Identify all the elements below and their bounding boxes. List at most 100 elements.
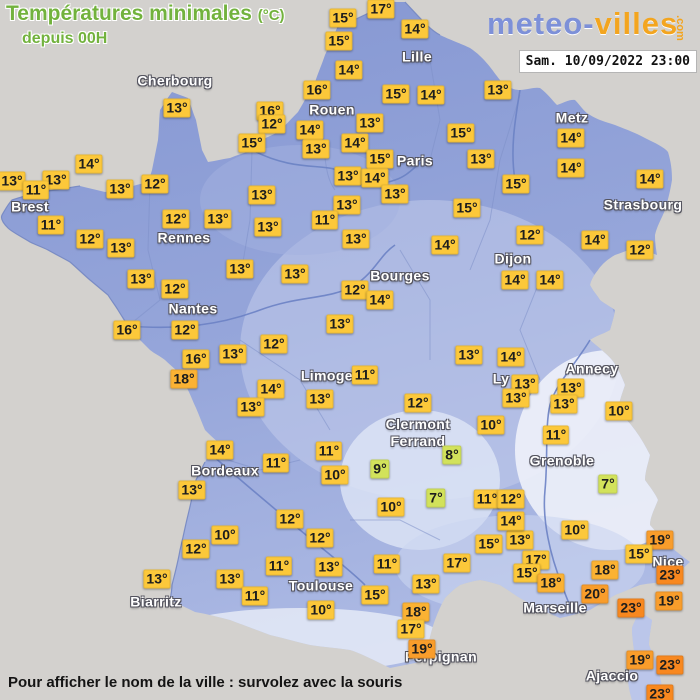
temperature-label[interactable]: 14° xyxy=(557,158,585,178)
temperature-label[interactable]: 13° xyxy=(326,314,354,334)
temperature-label[interactable]: 10° xyxy=(211,525,239,545)
temperature-label[interactable]: 18° xyxy=(591,560,619,580)
temperature-label[interactable]: 14° xyxy=(257,379,285,399)
temperature-label[interactable]: 12° xyxy=(141,174,169,194)
temperature-label[interactable]: 18° xyxy=(402,602,430,622)
temperature-label[interactable]: 13° xyxy=(216,569,244,589)
temperature-label[interactable]: 15° xyxy=(238,133,266,153)
temperature-label[interactable]: 9° xyxy=(370,459,390,479)
temperature-label[interactable]: 11° xyxy=(351,365,379,385)
temperature-label[interactable]: 13° xyxy=(237,397,265,417)
temperature-label[interactable]: 14° xyxy=(417,85,445,105)
temperature-label[interactable]: 12° xyxy=(276,509,304,529)
temperature-label[interactable]: 11° xyxy=(22,180,50,200)
temperature-label[interactable]: 10° xyxy=(477,415,505,435)
temperature-label[interactable]: 13° xyxy=(219,344,247,364)
temperature-label[interactable]: 12° xyxy=(182,539,210,559)
temperature-label[interactable]: 12° xyxy=(516,225,544,245)
temperature-label[interactable]: 17° xyxy=(397,619,425,639)
temperature-label[interactable]: 12° xyxy=(404,393,432,413)
temperature-label[interactable]: 16° xyxy=(182,349,210,369)
temperature-label[interactable]: 13° xyxy=(107,238,135,258)
temperature-label[interactable]: 13° xyxy=(412,574,440,594)
temperature-label[interactable]: 23° xyxy=(646,684,674,700)
temperature-label[interactable]: 12° xyxy=(626,240,654,260)
temperature-label[interactable]: 19° xyxy=(646,530,674,550)
temperature-label[interactable]: 11° xyxy=(37,215,65,235)
temperature-label[interactable]: 16° xyxy=(113,320,141,340)
temperature-label[interactable]: 13° xyxy=(550,394,578,414)
temperature-label[interactable]: 13° xyxy=(333,195,361,215)
temperature-label[interactable]: 16° xyxy=(303,80,331,100)
temperature-label[interactable]: 14° xyxy=(206,440,234,460)
temperature-label[interactable]: 13° xyxy=(42,170,70,190)
temperature-label[interactable]: 14° xyxy=(341,133,369,153)
temperature-label[interactable]: 13° xyxy=(204,209,232,229)
temperature-label[interactable]: 15° xyxy=(366,149,394,169)
temperature-label[interactable]: 13° xyxy=(302,139,330,159)
temperature-label[interactable]: 15° xyxy=(513,563,541,583)
temperature-label[interactable]: 19° xyxy=(626,650,654,670)
temperature-label[interactable]: 12° xyxy=(258,114,286,134)
temperature-label[interactable]: 14° xyxy=(296,120,324,140)
temperature-label[interactable]: 15° xyxy=(475,534,503,554)
temperature-label[interactable]: 8° xyxy=(442,445,462,465)
temperature-label[interactable]: 14° xyxy=(497,347,525,367)
temperature-label[interactable]: 20° xyxy=(581,584,609,604)
temperature-label[interactable]: 15° xyxy=(382,84,410,104)
temperature-label[interactable]: 13° xyxy=(143,569,171,589)
temperature-label[interactable]: 7° xyxy=(598,474,618,494)
temperature-label[interactable]: 13° xyxy=(0,171,26,191)
temperature-label[interactable]: 13° xyxy=(356,113,384,133)
temperature-label[interactable]: 15° xyxy=(325,31,353,51)
meteo-villes-logo[interactable]: meteo-villes .com xyxy=(487,6,685,42)
temperature-label[interactable]: 14° xyxy=(497,511,525,531)
temperature-label[interactable]: 11° xyxy=(473,489,501,509)
temperature-label[interactable]: 13° xyxy=(506,530,534,550)
temperature-label[interactable]: 14° xyxy=(361,168,389,188)
temperature-label[interactable]: 14° xyxy=(75,154,103,174)
temperature-label[interactable]: 18° xyxy=(537,573,565,593)
temperature-label[interactable]: 12° xyxy=(171,320,199,340)
temperature-label[interactable]: 10° xyxy=(321,465,349,485)
temperature-label[interactable]: 11° xyxy=(262,453,290,473)
temperature-label[interactable]: 15° xyxy=(453,198,481,218)
temperature-label[interactable]: 13° xyxy=(281,264,309,284)
temperature-label[interactable]: 13° xyxy=(106,179,134,199)
temperature-label[interactable]: 23° xyxy=(656,655,684,675)
temperature-label[interactable]: 14° xyxy=(581,230,609,250)
temperature-label[interactable]: 23° xyxy=(656,565,684,585)
temperature-label[interactable]: 10° xyxy=(377,497,405,517)
temperature-label[interactable]: 23° xyxy=(617,598,645,618)
temperature-label[interactable]: 12° xyxy=(161,279,189,299)
temperature-label[interactable]: 13° xyxy=(226,259,254,279)
temperature-label[interactable]: 14° xyxy=(366,290,394,310)
temperature-label[interactable]: 13° xyxy=(315,557,343,577)
temperature-label[interactable]: 12° xyxy=(162,209,190,229)
temperature-label[interactable]: 12° xyxy=(497,489,525,509)
temperature-label[interactable]: 19° xyxy=(655,591,683,611)
temperature-label[interactable]: 13° xyxy=(163,98,191,118)
temperature-label[interactable]: 12° xyxy=(260,334,288,354)
temperature-label[interactable]: 15° xyxy=(329,8,357,28)
temperature-label[interactable]: 13° xyxy=(467,149,495,169)
temperature-label[interactable]: 11° xyxy=(542,425,570,445)
temperature-label[interactable]: 13° xyxy=(306,389,334,409)
temperature-label[interactable]: 14° xyxy=(536,270,564,290)
temperature-label[interactable]: 13° xyxy=(557,378,585,398)
temperature-label[interactable]: 13° xyxy=(455,345,483,365)
temperature-label[interactable]: 11° xyxy=(311,210,339,230)
temperature-label[interactable]: 14° xyxy=(636,169,664,189)
temperature-label[interactable]: 15° xyxy=(625,544,653,564)
temperature-label[interactable]: 11° xyxy=(265,556,293,576)
temperature-label[interactable]: 13° xyxy=(254,217,282,237)
temperature-label[interactable]: 10° xyxy=(561,520,589,540)
temperature-label[interactable]: 13° xyxy=(178,480,206,500)
temperature-label[interactable]: 13° xyxy=(127,269,155,289)
temperature-label[interactable]: 15° xyxy=(502,174,530,194)
temperature-label[interactable]: 15° xyxy=(447,123,475,143)
temperature-label[interactable]: 12° xyxy=(341,280,369,300)
temperature-label[interactable]: 13° xyxy=(502,388,530,408)
temperature-label[interactable]: 12° xyxy=(76,229,104,249)
temperature-label[interactable]: 14° xyxy=(431,235,459,255)
